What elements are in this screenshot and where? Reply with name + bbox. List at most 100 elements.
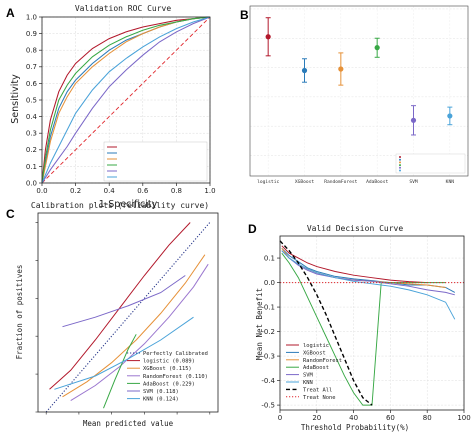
roc-x-tick-label: 1.0 xyxy=(204,187,215,195)
decision-x-tick-label: 100 xyxy=(457,414,470,422)
decision-curve-3 xyxy=(281,252,446,406)
auc-legend xyxy=(395,153,466,174)
auc-interval-panel: logistic XGBoost RandomForest AdaBoost SVM KN… xyxy=(249,5,469,185)
decision-y-tick-label: 0.0 xyxy=(264,279,275,287)
roc-y-tick-label: 0.3 xyxy=(26,130,37,138)
auc-legend-dot xyxy=(399,161,401,164)
roc-x-label: 1-Specificity xyxy=(99,199,158,210)
auc-point xyxy=(410,117,417,123)
auc-legend-dot xyxy=(399,166,401,169)
decision-y-tick-label: -0.2 xyxy=(261,328,275,336)
roc-x-tick-label: 0.6 xyxy=(137,187,149,195)
panel-label-d: D xyxy=(248,222,257,236)
roc-y-tick-label: 1.0 xyxy=(26,13,37,21)
decision-legend-label: SVM xyxy=(303,373,313,379)
roc-legend xyxy=(103,141,208,182)
decision-y-label: Mean Net Benefit xyxy=(255,288,264,360)
calibration-legend-label: SVM (0.118) xyxy=(143,389,179,395)
calibration-legend-label: KNN (0.124) xyxy=(143,397,179,403)
decision-x-tick-label: 0 xyxy=(278,414,282,422)
calibration-panel: Calibration plots (reliability curve) Pe… xyxy=(15,201,219,428)
calibration-legend-label: Perfectly Calibrated xyxy=(143,351,208,357)
decision-y-tick-label: -0.3 xyxy=(261,352,275,360)
decision-legend-label: Treat All xyxy=(303,387,332,393)
decision-legend-label: RandomForest xyxy=(303,358,342,364)
panel-label-b: B xyxy=(240,8,249,22)
calibration-legend-label: RandomForest (0.110) xyxy=(143,374,208,380)
roc-curve-4 xyxy=(41,16,211,184)
roc-reference-line xyxy=(41,16,211,184)
auc-point xyxy=(265,34,271,40)
decision-curve-6 xyxy=(279,240,373,406)
auc-category-label: XGBoost xyxy=(295,179,315,185)
auc-legend-dot xyxy=(399,169,401,172)
roc-y-label: Sensitivity xyxy=(10,74,21,124)
roc-y-tick-label: 0.2 xyxy=(26,146,37,154)
roc-y-tick-label: 0.7 xyxy=(26,63,37,71)
calibration-plot-area: Perfectly Calibrated logistic (0.089)XGBo… xyxy=(35,212,219,415)
roc-y-tick-label: 0.0 xyxy=(26,179,37,187)
roc-title: Validation ROC Curve xyxy=(75,4,172,13)
auc-category-label: SVM xyxy=(409,179,418,185)
auc-frame xyxy=(249,5,469,177)
decision-plot-area: 0 20 40 60 80 100 0.1 0.0 -0.1 -0.2 -0.3 -0.4 -0.5 lo… xyxy=(261,235,471,422)
auc-category-label: RandomForest xyxy=(324,179,357,185)
decision-x-tick-label: 40 xyxy=(349,414,358,422)
decision-legend-label: XGBoost xyxy=(303,350,326,356)
decision-curve-2 xyxy=(281,248,446,288)
calibration-curve-0 xyxy=(49,222,191,390)
auc-legend-dot xyxy=(399,164,401,167)
auc-point xyxy=(301,67,308,74)
calibration-curve-1 xyxy=(62,254,206,398)
auc-legend-dot xyxy=(399,158,401,161)
calibration-legend-label: logistic (0.089) xyxy=(143,359,195,365)
auc-plot-area: logistic XGBoost RandomForest AdaBoost SVM KN… xyxy=(249,5,469,185)
decision-frame xyxy=(279,235,465,411)
roc-curve-0 xyxy=(41,16,211,184)
decision-x-label: Threshold Probability(%) xyxy=(301,423,409,432)
calibration-title: Calibration plots (reliability curve) xyxy=(31,201,209,210)
auc-point xyxy=(338,66,344,72)
roc-curve-3 xyxy=(41,16,211,184)
auc-category-label: AdaBoost xyxy=(366,179,388,185)
roc-x-tick-label: 0.8 xyxy=(171,187,182,195)
decision-legend-label: KNN xyxy=(303,380,313,386)
decision-title: Valid Decision Curve xyxy=(307,224,404,233)
calibration-curve-5 xyxy=(54,316,194,390)
roc-y-tick-label: 0.8 xyxy=(26,47,37,55)
calibration-frame xyxy=(37,212,219,413)
decision-y-tick-label: -0.4 xyxy=(261,377,275,385)
decision-curve-panel: Valid Decision Curve 0 20 40 60 80 100 0.1 0.0 -… xyxy=(255,224,471,432)
decision-curve-4 xyxy=(281,250,455,296)
roc-frame xyxy=(41,16,211,184)
roc-curve-5 xyxy=(41,16,211,184)
roc-y-tick-label: 0.9 xyxy=(26,30,37,38)
roc-y-tick-label: 0.1 xyxy=(26,163,37,171)
decision-x-tick-label: 60 xyxy=(386,414,395,422)
roc-x-tick-label: 0.0 xyxy=(36,187,47,195)
decision-y-tick-label: -0.5 xyxy=(261,401,275,409)
calibration-curve-2 xyxy=(70,263,209,402)
calibration-legend-label: XGBoost (0.115) xyxy=(143,366,192,372)
decision-curve-0 xyxy=(281,245,428,284)
decision-x-tick-label: 80 xyxy=(423,414,432,422)
roc-x-tick-label: 0.4 xyxy=(104,187,116,195)
calibration-curve-4 xyxy=(62,275,186,328)
decision-legend-label: Treat None xyxy=(303,395,335,401)
roc-x-tick-label: 0.2 xyxy=(70,187,81,195)
decision-y-tick-label: 0.1 xyxy=(264,254,275,262)
roc-y-tick-label: 0.5 xyxy=(26,96,37,104)
calibration-legend-label: AdaBoost (0.229) xyxy=(143,381,195,387)
roc-legend-box xyxy=(103,141,208,182)
calibration-legend: Perfectly Calibrated logistic (0.089)XGBo… xyxy=(127,351,208,403)
decision-x-tick-label: 20 xyxy=(312,414,321,422)
auc-legend-box xyxy=(395,153,466,174)
roc-plot-area: 0.0 0.2 0.4 0.6 0.8 1.0 0.0 0.1 0.2 0.3 0.4 0.5 0.6 0… xyxy=(26,13,216,195)
roc-y-tick-label: 0.6 xyxy=(26,80,38,88)
auc-point xyxy=(374,45,380,51)
calibration-x-label: Mean predicted value xyxy=(83,419,174,428)
auc-category-label: KNN xyxy=(446,179,455,185)
calibration-curve-3 xyxy=(103,334,137,409)
